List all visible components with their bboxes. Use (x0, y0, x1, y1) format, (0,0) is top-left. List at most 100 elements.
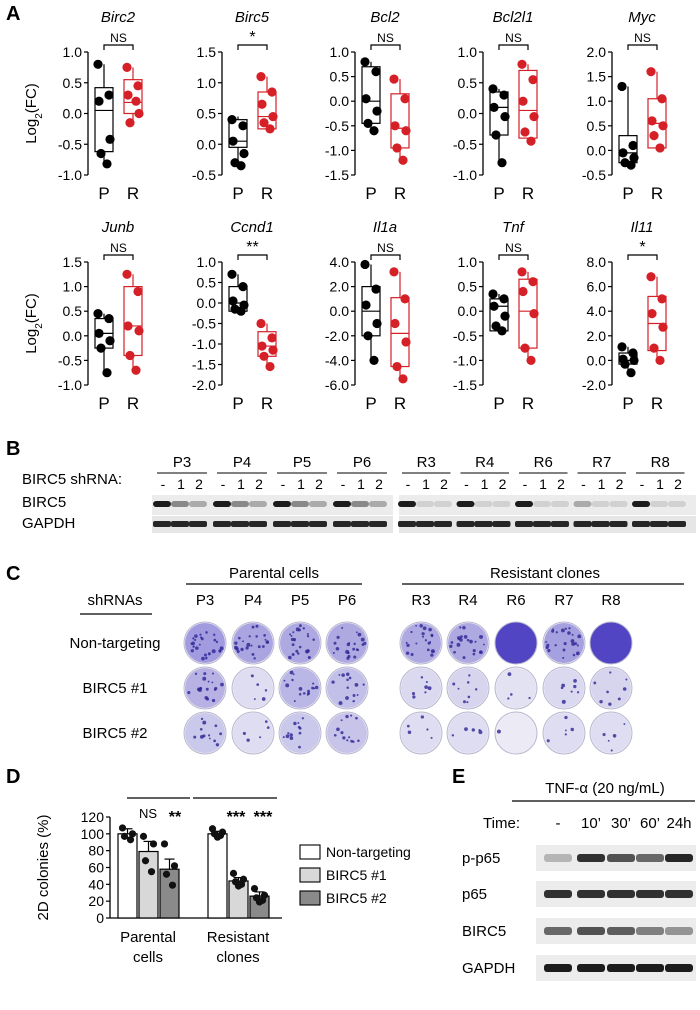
band-birc5 (213, 501, 231, 507)
y-tick-label: 0.0 (197, 295, 217, 311)
gene-title: Junb (101, 219, 135, 236)
band-gapdh (213, 521, 231, 527)
colony-dot (214, 724, 218, 728)
data-point-p (363, 331, 373, 341)
band-gapdh (153, 521, 171, 527)
bar-non-targeting (207, 833, 228, 919)
panel-label-c: C (6, 563, 20, 585)
colony-dot (422, 626, 427, 631)
colony-plate (231, 666, 275, 710)
colony-dot (301, 717, 304, 720)
colony-plate (399, 666, 443, 710)
colony-dot (561, 683, 566, 688)
legend-swatch (299, 890, 321, 906)
significance-bracket (627, 254, 658, 260)
colony-dot (237, 636, 241, 640)
colony-dot (412, 695, 416, 699)
y-tick-label: -1.0 (192, 336, 216, 352)
colony-dot (427, 686, 432, 691)
y-tick-label: 0.0 (63, 328, 83, 344)
colony-dot (411, 692, 416, 696)
data-point-p (628, 348, 638, 358)
panel-label-a: A (6, 3, 20, 25)
data-point-p (227, 269, 237, 279)
colony-dot (219, 650, 222, 653)
significance-label: NS (377, 31, 394, 45)
y-tick-label: 1.0 (330, 44, 350, 60)
colony-dot (338, 701, 343, 706)
colony-plate (494, 666, 538, 710)
plate-stain (233, 668, 273, 708)
data-point-p (617, 342, 627, 352)
y-tick-label: 100 (81, 826, 105, 842)
sig-label-resistant: *** (254, 809, 273, 826)
colony-dot (214, 686, 218, 691)
data-point-p (361, 94, 371, 104)
plate-stain (544, 668, 584, 708)
y-tick-label: 0.5 (330, 69, 350, 85)
colony-dot (193, 735, 197, 739)
colony-dot (285, 734, 290, 739)
blot-band (577, 964, 605, 972)
colony-dot (257, 645, 261, 649)
box-r (390, 297, 410, 368)
lane-label: - (464, 476, 469, 492)
blot-strip-birc5 (152, 495, 393, 515)
y-tick-label: 1.5 (197, 44, 217, 60)
shrnas-header: shRNAs (87, 592, 142, 609)
data-point-r (389, 267, 399, 277)
blot-band (665, 964, 693, 972)
colony-dot (357, 739, 360, 743)
data-point-r (649, 343, 659, 353)
data-point-p (497, 326, 507, 336)
data-point-p (617, 81, 627, 92)
colony-dot (561, 699, 566, 704)
colony-dot (467, 695, 471, 699)
data-point-r (646, 272, 656, 282)
y-axis-label: 2D colonies (%) (35, 815, 52, 921)
group-label-r: R (522, 184, 534, 203)
plate-stain (233, 713, 273, 753)
blot-band (544, 964, 572, 972)
data-point-r (392, 361, 402, 372)
data-point-r (265, 124, 275, 134)
colony-dot (424, 685, 428, 689)
plate-well (399, 621, 443, 665)
colony-dot (562, 648, 566, 652)
colony-dot (362, 683, 365, 686)
plate-well (542, 666, 586, 710)
colony-plate (589, 621, 633, 665)
y-tick-label: 6.0 (587, 279, 607, 295)
colony-dot (192, 645, 195, 648)
time-label: Time: (483, 815, 520, 832)
colony-dot (427, 641, 431, 645)
plate-column-label: P4 (244, 592, 262, 609)
plate-stain (448, 623, 488, 663)
plate-column-label: R3 (411, 592, 430, 609)
gene-title: Birc5 (235, 9, 270, 26)
gene-title: Il1a (373, 219, 397, 236)
plate-column-label: R8 (601, 592, 620, 609)
colony-plate (231, 621, 275, 665)
data-point-r (268, 111, 278, 122)
y-tick-label: 0.5 (458, 75, 478, 91)
colony-dot (202, 720, 207, 725)
colony-dot (430, 653, 434, 657)
y-tick-label: 1.0 (458, 44, 478, 60)
y-tick-label: 1.0 (587, 93, 607, 109)
plate-well (589, 621, 633, 665)
data-point-r (268, 345, 278, 355)
plate-well (494, 711, 538, 755)
band-birc5 (398, 501, 416, 507)
y-tick-label: -2.0 (192, 377, 216, 393)
colony-dot (570, 690, 573, 693)
plate-stain (544, 713, 584, 753)
gene-title: Bcl2l1 (493, 9, 534, 26)
data-point (170, 862, 179, 870)
y-tick-label: 0.0 (63, 106, 83, 122)
lane-label: 2 (674, 476, 682, 492)
y-tick-label: -0.5 (192, 316, 216, 332)
group-label-p: P (493, 184, 504, 203)
band-birc5 (273, 501, 291, 507)
